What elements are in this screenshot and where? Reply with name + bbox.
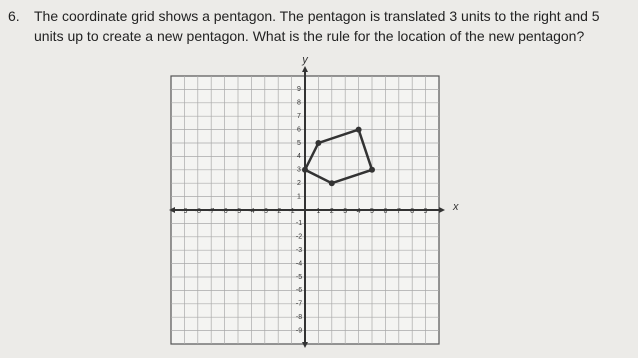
x-tick-label: 4 [357,208,361,215]
y-tick-label: -3 [296,247,302,254]
question: 6. The coordinate grid shows a pentagon.… [8,6,600,46]
x-tick-label: 2 [330,208,334,215]
x-tick-label: -5 [235,208,241,215]
x-tick-label: -3 [262,208,268,215]
axis-label: y [301,54,309,66]
vertex [315,140,322,146]
x-tick-label: 9 [424,208,428,215]
y-tick-label: -9 [296,327,302,334]
arrow [302,66,308,72]
y-tick-label: -5 [296,274,302,281]
x-tick-label: 1 [316,208,320,215]
x-tick-label: 3 [343,208,347,215]
vertex [355,126,362,133]
y-tick-label: 7 [297,113,301,120]
axis-label: x [452,201,459,213]
x-tick-label: -8 [195,208,201,215]
pentagon [303,128,374,185]
x-tick-label: 8 [410,208,414,215]
x-tick-label: 5 [370,208,374,215]
x-tick-label: -9 [181,208,187,215]
x-tick-label: -4 [248,208,254,215]
arrow [439,207,445,213]
y-tick-label: 5 [297,140,301,147]
y-tick-label: -4 [296,260,302,267]
y-tick-label: -6 [296,287,302,294]
question-line: The coordinate grid shows a pentagon. Th… [34,8,600,24]
y-tick-label: 4 [297,153,301,160]
x-tick-label: 7 [397,208,401,215]
question-line: units up to create a new pentagon. What … [34,28,585,44]
y-tick-label: 2 [297,180,301,187]
vertex [302,166,308,173]
y-tick-label: 8 [297,100,301,107]
x-tick-label: -7 [208,208,214,215]
y-tick-label: -1 [296,220,302,227]
arrow [169,207,175,213]
y-tick-label: -7 [296,301,302,308]
y-tick-label: 9 [297,86,301,93]
x-tick-label: -6 [221,208,227,215]
y-tick-label: 1 [297,193,301,200]
question-number: 6. [8,8,20,24]
vertex [369,166,375,173]
vertex [328,180,335,187]
x-tick-label: -1 [288,208,294,215]
arrow [302,342,308,348]
y-tick-label: -2 [296,234,302,241]
x-tick-label: -2 [275,208,281,215]
x-tick-label: 6 [383,208,387,215]
y-tick-label: -8 [296,314,302,321]
y-tick-label: 6 [297,126,301,133]
y-tick-label: 3 [297,167,301,174]
